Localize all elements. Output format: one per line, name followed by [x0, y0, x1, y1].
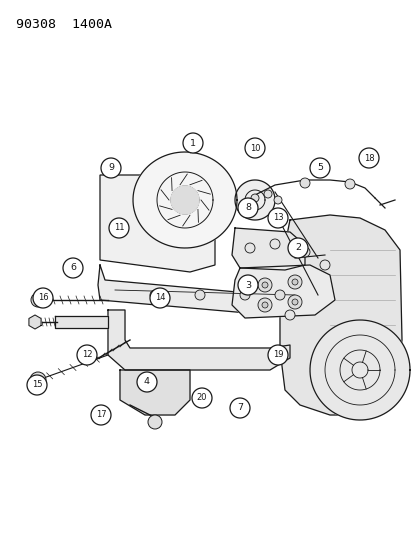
- Text: 6: 6: [70, 263, 76, 272]
- Text: 14: 14: [154, 294, 165, 303]
- Circle shape: [299, 247, 309, 257]
- Circle shape: [30, 372, 46, 388]
- Circle shape: [267, 345, 287, 365]
- Circle shape: [344, 179, 354, 189]
- Circle shape: [287, 275, 301, 289]
- Polygon shape: [120, 370, 190, 415]
- Circle shape: [309, 158, 329, 178]
- Polygon shape: [279, 215, 401, 415]
- Circle shape: [237, 275, 257, 295]
- Polygon shape: [171, 186, 199, 214]
- Circle shape: [77, 345, 97, 365]
- Polygon shape: [309, 320, 409, 420]
- Circle shape: [150, 288, 170, 308]
- Circle shape: [244, 138, 264, 158]
- Text: 5: 5: [316, 164, 322, 173]
- Text: 15: 15: [32, 381, 42, 390]
- Text: 8: 8: [244, 204, 250, 213]
- Polygon shape: [235, 180, 274, 220]
- Text: 9: 9: [108, 164, 114, 173]
- Polygon shape: [100, 175, 214, 272]
- Circle shape: [269, 239, 279, 249]
- Circle shape: [263, 190, 271, 198]
- Text: 17: 17: [95, 410, 106, 419]
- Circle shape: [240, 290, 249, 300]
- Circle shape: [31, 293, 45, 307]
- Text: 13: 13: [272, 214, 282, 222]
- Text: 1: 1: [190, 139, 195, 148]
- Circle shape: [63, 258, 83, 278]
- Circle shape: [109, 218, 129, 238]
- Circle shape: [147, 415, 161, 429]
- Polygon shape: [231, 228, 304, 270]
- Circle shape: [150, 290, 159, 300]
- Circle shape: [257, 278, 271, 292]
- Circle shape: [287, 295, 301, 309]
- Text: 3: 3: [244, 280, 250, 289]
- Circle shape: [261, 282, 267, 288]
- Text: 4: 4: [144, 377, 150, 386]
- Circle shape: [267, 208, 287, 228]
- Text: 10: 10: [249, 143, 260, 152]
- Circle shape: [319, 260, 329, 270]
- Circle shape: [261, 302, 267, 308]
- Polygon shape: [29, 315, 41, 329]
- Text: 2: 2: [294, 244, 300, 253]
- Polygon shape: [55, 316, 108, 328]
- Circle shape: [257, 298, 271, 312]
- Text: 16: 16: [38, 294, 48, 303]
- Circle shape: [287, 238, 307, 258]
- Circle shape: [101, 158, 121, 178]
- Polygon shape: [108, 310, 289, 370]
- Circle shape: [299, 178, 309, 188]
- Circle shape: [230, 398, 249, 418]
- Circle shape: [284, 310, 294, 320]
- Circle shape: [358, 148, 378, 168]
- Text: 12: 12: [81, 351, 92, 359]
- Polygon shape: [98, 265, 311, 315]
- Circle shape: [291, 299, 297, 305]
- Circle shape: [244, 243, 254, 253]
- Circle shape: [274, 290, 284, 300]
- Circle shape: [273, 196, 281, 204]
- Circle shape: [237, 198, 257, 218]
- Text: 90308  1400A: 90308 1400A: [16, 18, 112, 31]
- Text: 18: 18: [363, 154, 373, 163]
- Circle shape: [195, 290, 204, 300]
- Circle shape: [27, 375, 47, 395]
- Circle shape: [291, 279, 297, 285]
- Circle shape: [192, 388, 211, 408]
- Text: 20: 20: [196, 393, 207, 402]
- Circle shape: [137, 372, 157, 392]
- Polygon shape: [133, 152, 236, 248]
- Text: 19: 19: [272, 351, 282, 359]
- Polygon shape: [231, 265, 334, 318]
- Circle shape: [183, 133, 202, 153]
- Text: 11: 11: [114, 223, 124, 232]
- Circle shape: [33, 288, 53, 308]
- Circle shape: [91, 405, 111, 425]
- Circle shape: [250, 194, 259, 202]
- Text: 7: 7: [236, 403, 242, 413]
